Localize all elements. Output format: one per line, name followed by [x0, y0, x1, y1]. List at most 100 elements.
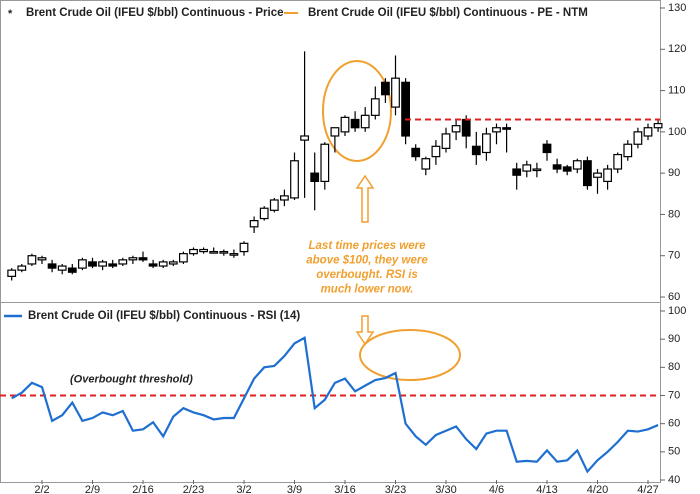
annotation: much lower now.	[321, 284, 414, 296]
legend-marker: *	[8, 8, 13, 20]
candle-body	[249, 220, 259, 228]
annotation: overbought. RSI is	[316, 269, 418, 281]
candle-body	[239, 242, 249, 253]
y-tick-label: 100	[668, 305, 686, 317]
x-tick-label: 2/9	[85, 484, 100, 494]
candle-body	[128, 257, 138, 261]
legend-label: Brent Crude Oil (IFEU $/bbl) Continuous …	[28, 310, 300, 322]
candle-body	[431, 145, 441, 158]
candle-body	[168, 261, 178, 265]
x-tick-label: 4/27	[637, 484, 658, 494]
candle-body	[522, 164, 532, 172]
candle-body	[411, 147, 421, 158]
candle-body	[613, 153, 623, 170]
candle-body	[88, 261, 97, 267]
candle-body	[219, 250, 229, 254]
arrow-up	[355, 174, 375, 223]
candle-body	[27, 255, 37, 265]
candle-body	[259, 207, 269, 220]
candle-body	[47, 263, 57, 269]
highlight-ellipse	[322, 60, 392, 162]
candle-body	[209, 250, 219, 254]
candle-body	[330, 127, 340, 137]
x-tick-label: 2/16	[132, 484, 153, 494]
candle-body	[269, 199, 279, 211]
candle-body	[532, 168, 542, 172]
candle-body	[542, 143, 552, 154]
candle-body	[148, 263, 158, 267]
y-tick-label: 90	[668, 167, 680, 179]
y-tick-label: 130	[668, 2, 686, 14]
candle-body	[229, 253, 239, 256]
candle-body	[421, 158, 431, 170]
x-tick-label: 3/2	[236, 484, 251, 494]
y-tick-label: 90	[668, 333, 680, 345]
candle-body	[461, 118, 471, 137]
candle-body	[17, 265, 27, 271]
candle-body	[199, 248, 209, 253]
candle-body	[441, 133, 451, 149]
candle-body	[37, 257, 47, 261]
candle-body	[552, 164, 562, 170]
candle-body	[7, 269, 17, 277]
y-tick-label: 50	[668, 446, 680, 458]
candle-body	[300, 135, 309, 141]
candle-body	[108, 263, 118, 267]
candle-body	[280, 195, 289, 201]
candle-body	[320, 143, 330, 183]
candle-body	[582, 160, 592, 187]
rsi-panel	[0, 302, 661, 483]
y-tick-label: 70	[668, 389, 680, 401]
candle-body	[401, 81, 410, 137]
candle-body	[391, 77, 400, 108]
x-tick-label: 2/2	[34, 484, 49, 494]
y-tick-label: 60	[668, 291, 680, 303]
candle-body	[340, 116, 350, 133]
candle-body	[98, 261, 108, 267]
candle-body	[118, 259, 128, 265]
x-tick-label: 4/13	[536, 484, 557, 494]
candle-body	[482, 133, 491, 154]
candle-body	[179, 253, 188, 263]
y-tick-label: 60	[668, 418, 680, 430]
x-tick-label: 4/6	[489, 484, 504, 494]
candle-body	[593, 172, 602, 178]
candle-body	[360, 114, 370, 129]
y-tick-label: 70	[668, 250, 680, 262]
candle-body	[471, 145, 481, 156]
y-tick-label: 110	[668, 84, 686, 96]
candle-body	[158, 261, 168, 267]
x-tick-label: 4/20	[587, 484, 608, 494]
candle-body	[502, 127, 511, 130]
candle-body	[189, 248, 198, 255]
candle-body	[653, 122, 663, 129]
candle-body	[572, 160, 582, 170]
highlight-ellipse	[359, 329, 461, 381]
x-tick-label: 3/23	[385, 484, 406, 494]
candle-body	[633, 131, 643, 145]
candle-body	[512, 168, 522, 176]
y-tick-label: 40	[668, 474, 680, 486]
legend-label: Brent Crude Oil (IFEU $/bbl) Continuous …	[26, 7, 283, 19]
candle-body	[643, 127, 653, 137]
rsi-line	[11, 336, 659, 474]
arrow-down	[355, 315, 375, 346]
candle-body	[370, 98, 380, 116]
legend-label: Brent Crude Oil (IFEU $/bbl) Continuous …	[308, 7, 588, 19]
candle-body	[451, 125, 461, 133]
candle-body	[562, 166, 572, 172]
candle-body	[57, 265, 67, 271]
threshold-label: (Overbought threshold)	[70, 373, 193, 385]
candle-body	[381, 81, 390, 96]
candle-body	[603, 168, 612, 182]
annotation: Last time prices were	[309, 240, 427, 252]
x-tick-label: 3/16	[334, 484, 355, 494]
candle-body	[310, 172, 320, 182]
candle-body	[290, 160, 299, 199]
x-tick-label: 3/30	[435, 484, 456, 494]
candle-body	[623, 143, 633, 158]
y-tick-label: 80	[668, 361, 680, 373]
candle-body	[492, 127, 501, 133]
candle-body	[350, 118, 360, 129]
